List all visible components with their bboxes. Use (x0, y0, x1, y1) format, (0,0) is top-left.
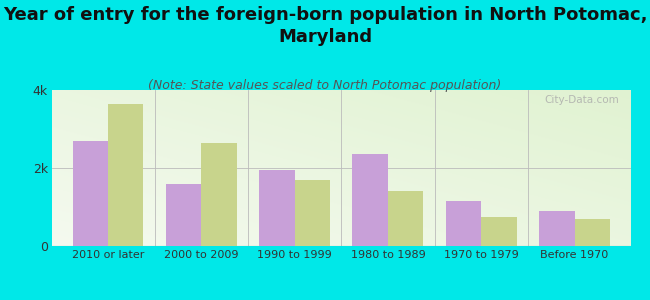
Bar (481, 217, 517, 246)
Legend: North Potomac, Maryland: North Potomac, Maryland (230, 296, 452, 300)
Bar (575, 219, 610, 246)
Text: City-Data.com: City-Data.com (544, 95, 619, 105)
Text: (Note: State values scaled to North Potomac population): (Note: State values scaled to North Poto… (148, 80, 502, 92)
Bar (388, 191, 423, 246)
Bar (352, 154, 388, 246)
Text: Year of entry for the foreign-born population in North Potomac,
Maryland: Year of entry for the foreign-born popul… (3, 6, 647, 46)
Bar (166, 184, 202, 246)
Bar (259, 170, 294, 246)
Bar (73, 141, 108, 246)
Bar (108, 104, 144, 246)
Bar (202, 143, 237, 246)
Bar (294, 180, 330, 246)
Bar (539, 211, 575, 246)
Bar (446, 201, 481, 246)
